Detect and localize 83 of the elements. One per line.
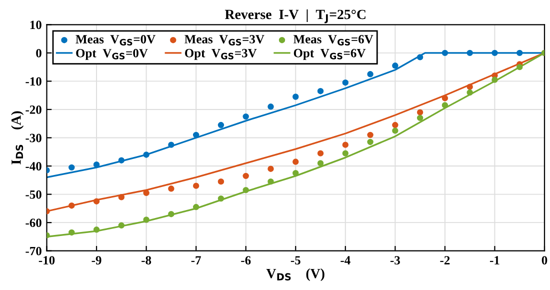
x-tick-label: -1 <box>490 256 500 264</box>
point <box>218 122 224 128</box>
point <box>268 178 274 185</box>
point <box>218 195 224 202</box>
x-tick-label: -9 <box>92 256 102 265</box>
point <box>68 202 75 209</box>
point <box>93 162 100 168</box>
point <box>466 50 473 56</box>
text: I$_{DS}$ (A) <box>11 111 24 164</box>
point <box>416 114 424 122</box>
point <box>466 84 473 90</box>
y-tick-label: 0 <box>36 48 42 58</box>
point <box>492 76 498 83</box>
point <box>68 164 75 171</box>
point <box>268 104 274 110</box>
x-tick-label: -10 <box>38 256 55 265</box>
point <box>93 198 100 204</box>
point <box>317 160 324 166</box>
point <box>416 54 424 60</box>
point <box>466 89 473 96</box>
point <box>442 102 448 108</box>
point <box>242 113 249 120</box>
point <box>367 71 374 78</box>
point <box>342 80 348 86</box>
y-tick-label: -40 <box>26 162 42 170</box>
point <box>68 229 75 236</box>
point <box>118 157 125 164</box>
point <box>143 216 150 223</box>
x-tick-label: -2 <box>440 256 450 264</box>
point <box>192 204 200 210</box>
x-tick-label: -8 <box>142 256 152 265</box>
point <box>292 94 299 100</box>
legend-label: Opt V$_{GS}$=0V <box>76 48 148 60</box>
y-tick-label: -20 <box>26 106 42 114</box>
x-tick-label: -6 <box>241 256 251 265</box>
point <box>392 128 398 134</box>
point <box>392 62 398 69</box>
legend-label: Meas V$_{GS}$=3V <box>184 35 264 46</box>
y-tick-label: -50 <box>26 190 42 199</box>
point <box>516 64 523 70</box>
legend-label: Meas V$_{GS}$=0V <box>76 35 156 46</box>
x-tick-label: -5 <box>290 256 300 265</box>
point <box>317 150 324 156</box>
point <box>342 142 348 148</box>
y-tick-label: 10 <box>30 20 42 30</box>
point <box>516 50 523 56</box>
chart-title: Reverse I-V | T$_{J}$=25°C <box>224 9 366 24</box>
y-tick-label: -60 <box>26 218 42 228</box>
point <box>118 194 125 200</box>
point <box>242 186 249 194</box>
point <box>292 170 299 176</box>
point <box>367 138 374 146</box>
point <box>168 142 174 148</box>
y-tick-label: -70 <box>26 246 42 256</box>
point <box>168 186 174 192</box>
point <box>317 88 324 94</box>
point <box>192 132 200 138</box>
point <box>492 50 498 56</box>
point <box>168 210 174 218</box>
legend-label: Meas V$_{GS}$=6V <box>293 35 374 46</box>
point <box>292 158 299 165</box>
legend-label: Opt V$_{GS}$=6V <box>294 48 366 60</box>
point <box>416 109 424 116</box>
x-tick-label: -4 <box>340 256 350 264</box>
point <box>118 222 125 229</box>
y-tick-label: -30 <box>26 134 42 142</box>
text: V$_{DS}$ (V) <box>266 268 324 282</box>
x-tick-label: -3 <box>390 256 400 265</box>
point <box>392 122 398 128</box>
y-tick-label: -10 <box>26 77 42 86</box>
point <box>192 182 200 189</box>
point <box>242 172 249 180</box>
x-tick-label: -7 <box>191 256 201 264</box>
legend-label: Opt V$_{GS}$=3V <box>184 48 257 60</box>
x-tick-label: 0 <box>542 256 548 265</box>
point <box>93 226 100 233</box>
point <box>367 132 374 138</box>
point <box>442 50 448 56</box>
point <box>442 95 448 102</box>
point <box>218 178 224 185</box>
point <box>268 166 274 172</box>
point <box>342 150 348 156</box>
point <box>143 152 150 158</box>
